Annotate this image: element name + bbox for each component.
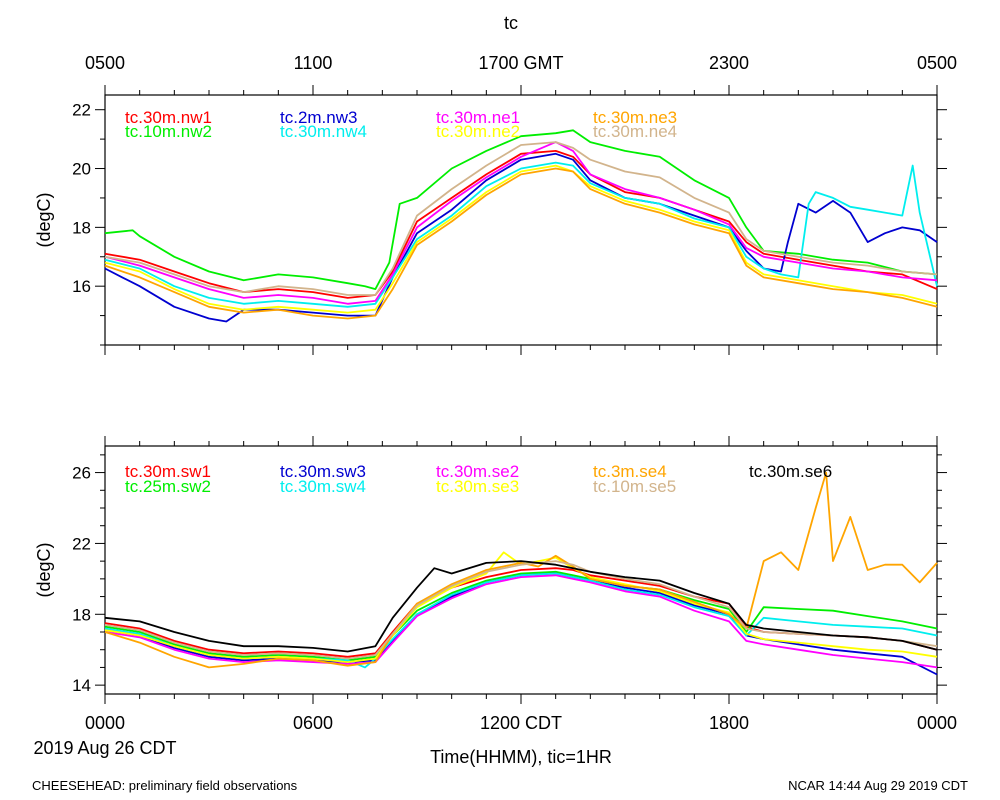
legend-entry: tc.30m.nw4	[280, 122, 367, 141]
y-tick-label: 26	[72, 464, 91, 483]
legend-entry: tc.30m.sw3	[280, 462, 366, 481]
series-line-tc-30m-se6	[104, 560, 938, 653]
legend-entry: tc.30m.ne2	[436, 122, 520, 141]
y-tick-label: 18	[72, 218, 91, 237]
legend-entry: tc.10m.se5	[593, 477, 676, 496]
series-line-tc-30m-ne1	[104, 141, 938, 305]
date-label: 2019 Aug 26 CDT	[33, 738, 176, 758]
series-line-tc-2m-nw3	[104, 152, 938, 323]
legend-entry: tc.30m.se3	[436, 477, 519, 496]
top-axis-tick-label: 1700 GMT	[478, 53, 563, 73]
bottom-axis-tick-label: 0000	[85, 713, 125, 733]
legend-entry: tc.30m.ne3	[593, 108, 677, 127]
series-line-tc-30m-nw1	[104, 150, 938, 299]
top-axis-tick-label: 0500	[85, 53, 125, 73]
footer-right: NCAR 14:44 Aug 29 2019 CDT	[788, 778, 968, 793]
y-axis-label: (degC)	[34, 192, 54, 247]
y-tick-label: 22	[72, 101, 91, 120]
legend-entry: tc.30m.ne4	[593, 122, 677, 141]
x-axis-label: Time(HHMM), tic=1HR	[430, 747, 612, 767]
bottom-axis-tick-label: 0000	[917, 713, 957, 733]
legend-entry: tc.3m.se4	[593, 462, 667, 481]
footer-left: CHEESEHEAD: preliminary field observatio…	[32, 778, 298, 793]
y-tick-label: 18	[72, 605, 91, 624]
legend-entry: tc.30m.se6	[749, 462, 832, 481]
legend-entry: tc.10m.nw2	[125, 122, 212, 141]
y-tick-label: 16	[72, 277, 91, 296]
legend-entry: tc.30m.ne1	[436, 108, 520, 127]
legend-entry: tc.30m.sw1	[125, 462, 211, 481]
series-line-tc-30m-ne4	[104, 141, 938, 296]
figure-title: tc	[504, 13, 518, 33]
bottom-axis-tick-label: 0600	[293, 713, 333, 733]
series-line-tc-30m-ne2	[104, 164, 938, 314]
y-tick-label: 22	[72, 534, 91, 553]
bottom-axis-tick-label: 1800	[709, 713, 749, 733]
series-line-tc-25m-sw2	[104, 570, 938, 662]
y-axis-label: (degC)	[34, 542, 54, 597]
bottom-axis-tick-label: 1200 CDT	[480, 713, 562, 733]
bottom-time-axis-labels: 0000 0600 1200 CDT 1800 0000	[85, 713, 957, 733]
series-line-tc-30m-ne3	[104, 167, 938, 320]
legend-entry: tc.30m.se2	[436, 462, 519, 481]
top-axis-tick-label: 0500	[917, 53, 957, 73]
legend-entry: tc.30m.nw1	[125, 108, 212, 127]
y-tick-label: 20	[72, 160, 91, 179]
legend-entry: tc.30m.sw4	[280, 477, 366, 496]
legend-entry: tc.2m.nw3	[280, 108, 357, 127]
top-axis-tick-label: 1100	[294, 53, 333, 73]
top-axis-tick-label: 2300	[709, 53, 749, 73]
top-time-axis-labels: 0500 1100 1700 GMT 2300 0500	[85, 53, 957, 73]
series-line-tc-30m-nw4	[104, 161, 938, 308]
y-tick-label: 14	[72, 676, 91, 695]
series-line-tc-3m-se4	[104, 471, 938, 669]
series-line-tc-30m-sw3	[104, 572, 938, 676]
legend-entry: tc.25m.sw2	[125, 477, 211, 496]
